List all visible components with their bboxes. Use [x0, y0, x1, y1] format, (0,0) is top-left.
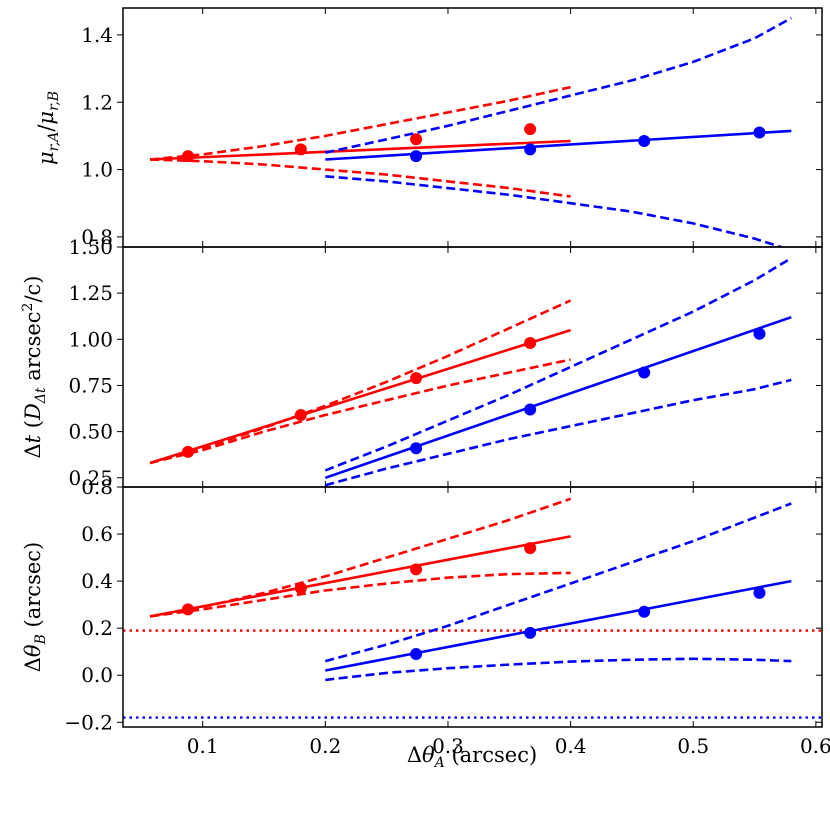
x-tick-label: 0.4 [555, 734, 587, 758]
red-point [410, 133, 423, 146]
blue-point [753, 327, 766, 340]
red-point [181, 150, 194, 163]
red-point [524, 123, 537, 136]
panel-time-delay: 0.25 0.50 0.75 1.00 1.25 1.50 [68, 235, 823, 490]
red-upper-line [149, 299, 572, 465]
red-upper-line [149, 497, 572, 618]
plot-area [123, 497, 822, 719]
red-point [410, 563, 423, 576]
y-tick-label: 0.4 [81, 569, 113, 593]
blue-point [410, 442, 423, 455]
y-tick-label: 0.8 [81, 225, 113, 249]
y-tick-label: 1.0 [81, 158, 113, 182]
panel-frame [122, 486, 823, 728]
blue-upper-line [325, 16, 792, 154]
blue-point [524, 403, 537, 416]
blue-point [524, 143, 537, 156]
y-tick-label: 0.2 [81, 616, 113, 640]
red-point [524, 337, 537, 349]
plot-area [149, 16, 792, 247]
red-lower-line [149, 358, 571, 465]
blue-model-line [324, 315, 792, 480]
blue-point [410, 648, 423, 661]
y-tick-label: 0.0 [81, 663, 113, 687]
y-tick-label: 0.75 [68, 373, 113, 397]
red-point [294, 582, 307, 595]
red-point [524, 542, 537, 555]
x-tick-label: 0.2 [309, 734, 341, 758]
blue-point [638, 605, 651, 618]
y-axis-label-mu-ratio: μr,A/μr,B [34, 91, 62, 165]
red-lower-line [149, 571, 571, 618]
blue-model-line [325, 579, 792, 672]
x-tick-label: 0.1 [187, 734, 219, 758]
red-point [181, 445, 194, 458]
red-model-line [149, 328, 571, 465]
blue-lower-line [325, 657, 792, 682]
y-tick-label: 1.50 [68, 235, 113, 259]
panels-group: 0.8 1.0 1.2 1.4 0.25 0.50 0.75 1.00 1.25 1.50 −0.2… [20, 7, 823, 734]
red-point [410, 372, 423, 385]
blue-lower-line [325, 175, 785, 247]
panel-mu-ratio: 0.8 1.0 1.2 1.4 [81, 7, 823, 249]
y-tick-label: 1.25 [68, 281, 113, 305]
y-tick-label: 0.8 [81, 475, 113, 499]
blue-point [753, 586, 766, 599]
red-point [294, 143, 307, 156]
red-point [294, 409, 307, 421]
y-tick-label: −0.2 [64, 710, 113, 734]
red-model-line [149, 139, 571, 161]
blue-point [638, 134, 651, 147]
x-axis-label: ΔθA (arcsec) [407, 743, 537, 771]
red-upper-line [149, 85, 571, 161]
blue-point [638, 366, 651, 379]
plot-area [149, 256, 792, 487]
panel-frame [122, 7, 823, 248]
panel-delta-theta-b: −0.2 0.0 0.2 0.4 0.6 0.8 [64, 475, 823, 734]
red-point [181, 603, 194, 616]
blue-point [524, 626, 537, 639]
blue-point [753, 126, 766, 139]
blue-upper-line [324, 502, 792, 663]
blue-model-line [325, 129, 792, 161]
y-tick-label: 1.4 [81, 23, 113, 47]
y-tick-label: 1.2 [81, 90, 113, 114]
blue-lower-line [324, 378, 792, 487]
blue-point [410, 150, 423, 163]
x-tick-label: 0.6 [800, 734, 830, 758]
red-lower-line [149, 158, 571, 198]
y-tick-label: 0.50 [68, 420, 113, 444]
y-tick-label: 1.00 [68, 327, 113, 351]
y-axis-label-delta-theta-b: ΔθB (arcsec) [21, 542, 49, 672]
y-tick-label: 0.6 [81, 522, 113, 546]
blue-upper-line [324, 256, 792, 472]
y-axis-label-time-delay: Δt (DΔt arcsec2/c) [20, 275, 49, 458]
x-tick-label: 0.3 [432, 734, 464, 758]
y-tick-label: 0.25 [68, 466, 113, 490]
x-tick-label: 0.5 [677, 734, 709, 758]
panel-frame [122, 246, 823, 488]
x-axis: 0.1 0.2 0.3 0.4 0.5 0.6 ΔθA (arcsec) [187, 734, 830, 771]
